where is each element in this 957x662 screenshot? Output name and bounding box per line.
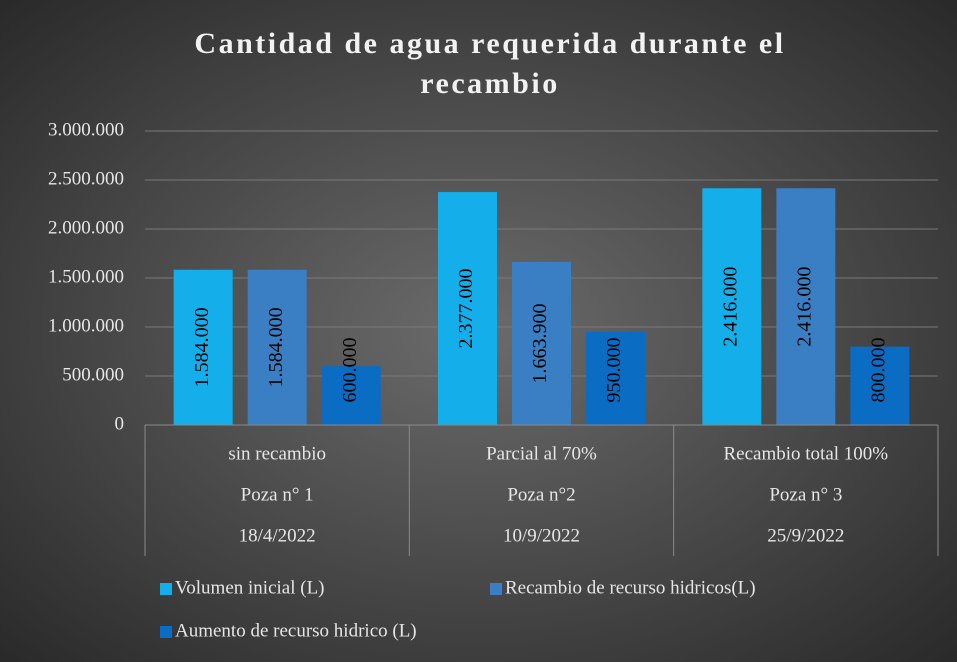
y-tick-label: 500.000 — [62, 364, 124, 385]
bar — [702, 188, 762, 425]
x-tick-label: 10/9/2022 — [503, 525, 580, 546]
y-tick-label: 1.000.000 — [48, 315, 124, 336]
bar — [850, 346, 910, 425]
x-tick-label: Recambio total 100% — [724, 443, 889, 464]
bar — [438, 192, 497, 425]
value-label: 1.663.900 — [529, 303, 551, 383]
value-label: 2.416.000 — [793, 267, 815, 347]
bar — [512, 261, 571, 425]
value-label: 950.000 — [603, 338, 625, 403]
x-tick-label: 18/4/2022 — [239, 525, 316, 546]
y-tick-label: 2.500.000 — [48, 168, 124, 189]
bar — [173, 269, 233, 425]
y-tick-label: 1.500.000 — [48, 266, 124, 287]
bar — [776, 188, 836, 425]
y-tick-label: 2.000.000 — [48, 217, 124, 238]
legend-label: Aumento de recurso hidrico (L) — [175, 620, 417, 641]
x-tick-label: 25/9/2022 — [767, 525, 844, 546]
legend-label: Recambio de recurso hidricos(L) — [505, 577, 756, 598]
x-tick-label: Poza n° 1 — [241, 484, 314, 505]
bar — [586, 331, 645, 425]
x-tick-label: Poza n° 3 — [769, 484, 842, 505]
legend-swatch — [490, 583, 502, 595]
bar — [247, 269, 307, 425]
value-label: 2.416.000 — [719, 267, 741, 347]
legend-swatch — [160, 583, 172, 595]
value-label: 800.000 — [867, 338, 889, 403]
chart-title: Cantidad de agua requerida durante el — [194, 27, 785, 60]
x-tick-label: Parcial al 70% — [486, 443, 597, 464]
value-label: 600.000 — [339, 338, 361, 403]
legend-swatch — [160, 626, 172, 638]
value-label: 2.377.000 — [455, 269, 477, 349]
chart-title: recambio — [420, 67, 559, 100]
value-label: 1.584.000 — [191, 307, 213, 387]
x-tick-label: sin recambio — [228, 443, 326, 464]
y-tick-label: 3.000.000 — [48, 119, 124, 140]
x-tick-label: Poza n°2 — [507, 484, 575, 505]
y-tick-label: 0 — [115, 413, 125, 434]
legend-label: Volumen inicial (L) — [175, 577, 325, 598]
bar — [321, 366, 381, 425]
value-label: 1.584.000 — [265, 307, 287, 387]
